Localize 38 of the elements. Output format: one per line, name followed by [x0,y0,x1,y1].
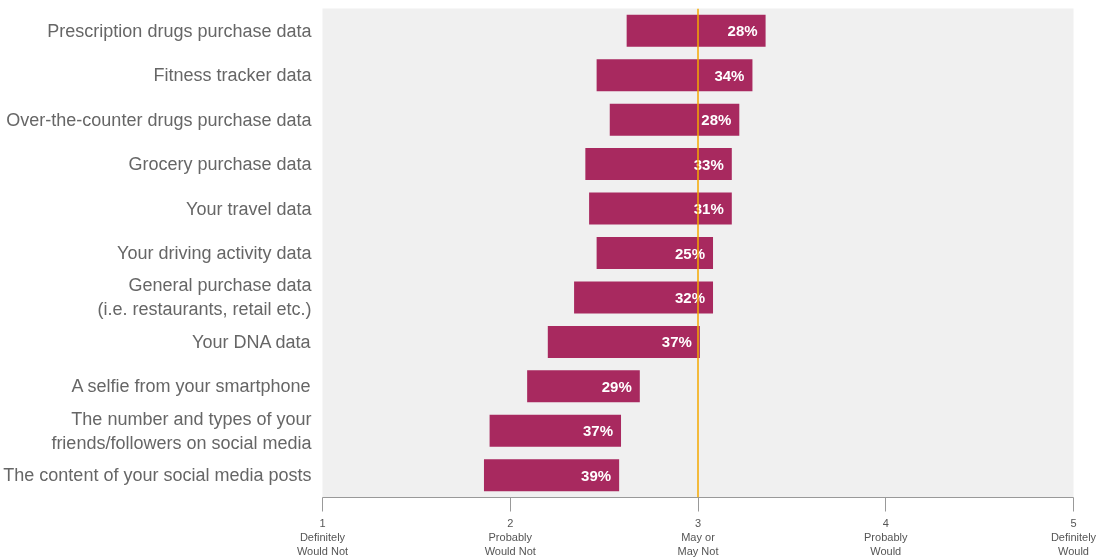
y-tick-label: Over-the-counter drugs purchase data [6,109,313,130]
y-tick-label: Fitness tracker data [153,65,313,86]
y-tick-label: Prescription drugs purchase data [47,20,313,41]
y-tick-label: The content of your social media posts [3,465,312,486]
annotation: 25% [675,244,706,262]
y-tick-label: The number and types of your friends/followers on social media [51,408,313,453]
annotation: 28% [727,22,758,40]
annotation: 37% [583,422,614,440]
annotation: 39% [581,466,612,484]
bar [626,14,766,47]
bar [574,281,714,314]
bar [547,325,700,358]
bar [483,459,620,492]
bar [589,192,732,225]
annotation: 28% [701,111,732,129]
bar [596,237,714,269]
x-tick-label: 2 Probably Would Not [484,516,536,558]
annotation: 34% [714,66,745,84]
bar [585,148,732,181]
annotation: 32% [675,288,706,306]
annotation: 31% [693,200,724,218]
y-tick-label: A selfie from your smartphone [71,376,311,397]
y-tick-label: Your DNA data [192,331,312,352]
x-tick-label: 1 Definitely Would Not [296,516,349,558]
x-tick-label: 3 May or May Not [677,516,719,558]
bar [489,414,622,447]
y-tick-label: Grocery purchase data [128,154,313,175]
x-tick-label: 4 Probably Would [864,516,908,558]
bar [596,59,753,92]
annotation: 37% [661,333,692,351]
bar [609,103,740,136]
annotation: 29% [601,377,632,395]
x-tick-label: 5 Definitely Would [1050,516,1097,558]
y-tick-label: Your driving activity data [117,243,313,263]
annotation: 33% [693,155,724,173]
y-tick-label: General purchase data (i.e. restaurants, retail etc.) [97,275,313,320]
y-tick-label: Your travel data [186,198,313,219]
bar [527,370,640,403]
